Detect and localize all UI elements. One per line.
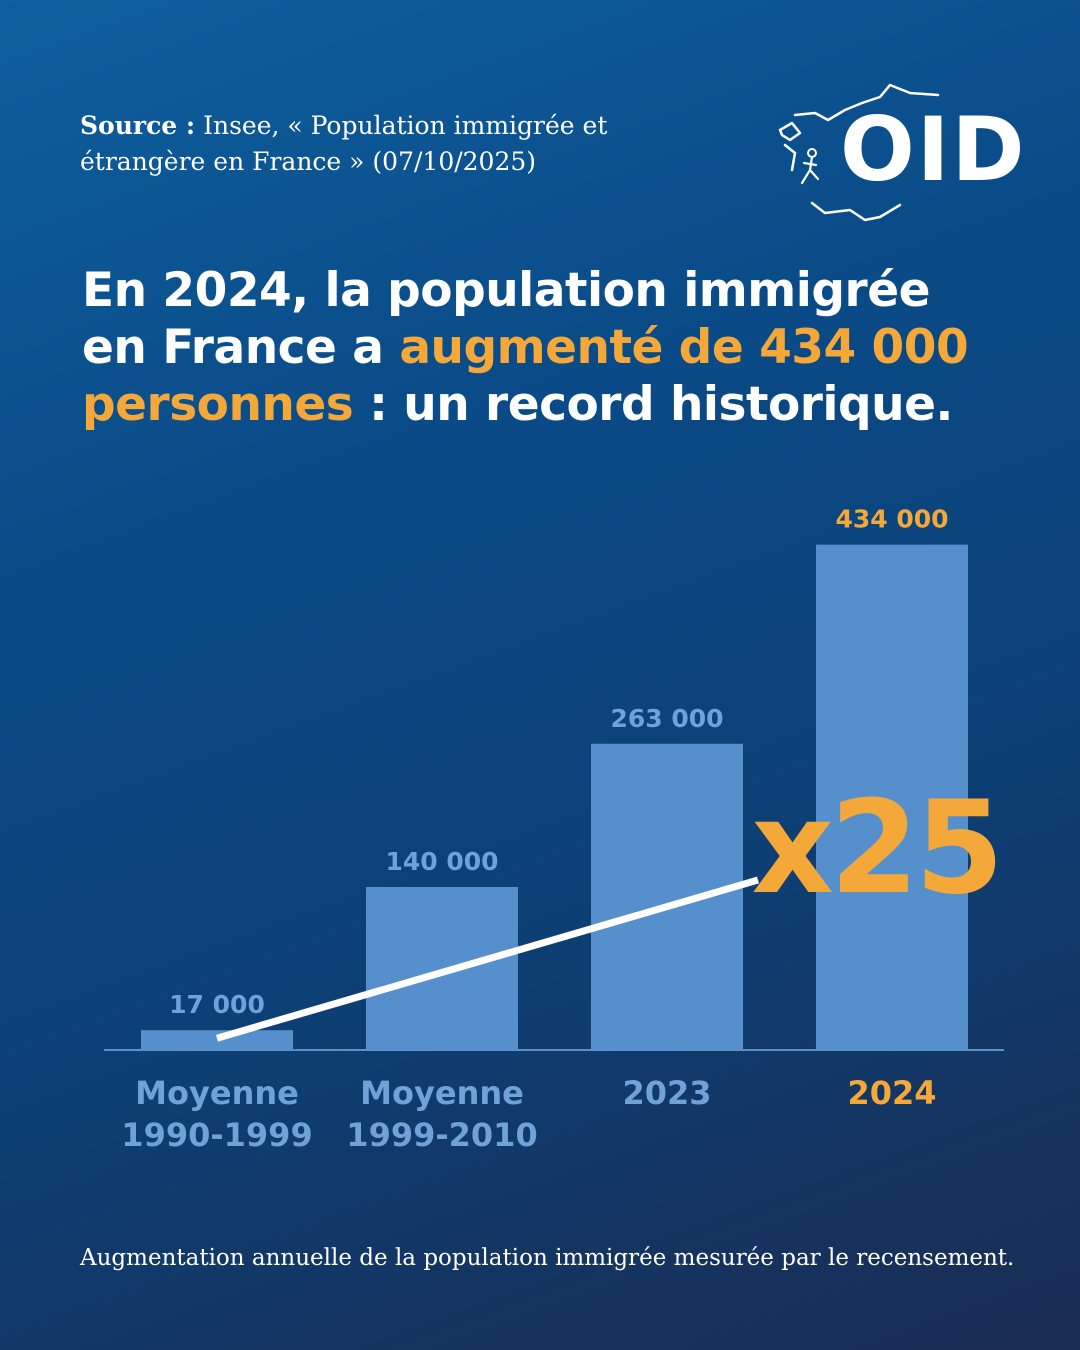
bar-chart: 17 000 Moyenne 1990-1999 140 000 Moyenne 1999… (104, 505, 1004, 1154)
bar-3 (816, 544, 968, 1050)
footnote: Augmentation annuelle de la population i… (80, 1245, 1015, 1271)
headline-part1: En 2024, la population immigrée en Franc… (82, 263, 930, 375)
bar-2 (591, 743, 743, 1050)
value-label-0: 17 000 (169, 990, 265, 1019)
bar-0 (141, 1030, 293, 1050)
source-label: Source : (80, 111, 196, 140)
headline-part2: : un record historique. (353, 377, 953, 432)
source-citation: Source : Insee, « Population immigrée et… (80, 108, 720, 180)
category-label-1-0: Moyenne (360, 1074, 524, 1112)
logo-text: OID (840, 98, 1027, 201)
bar-1 (366, 886, 518, 1050)
category-label-2-0: 2023 (622, 1074, 711, 1112)
headline-highlight: augmenté de 434 000 personnes (82, 320, 969, 432)
value-label-3: 434 000 (835, 505, 948, 534)
category-label-1-1: 1999-2010 (346, 1116, 537, 1154)
trend-line (216, 876, 759, 1042)
annotation-x25: x25 (751, 774, 1000, 923)
oid-logo-france-map-icon (778, 83, 940, 222)
source-text: Insee, « Population immigrée et étrangèr… (80, 111, 608, 176)
category-label-0-1: 1990-1999 (121, 1116, 312, 1154)
value-label-1: 140 000 (385, 847, 498, 876)
category-label-3-0: 2024 (847, 1074, 936, 1112)
headline: En 2024, la population immigrée en Franc… (82, 262, 1002, 433)
value-label-2: 263 000 (610, 704, 723, 733)
category-label-0-0: Moyenne (135, 1074, 299, 1112)
